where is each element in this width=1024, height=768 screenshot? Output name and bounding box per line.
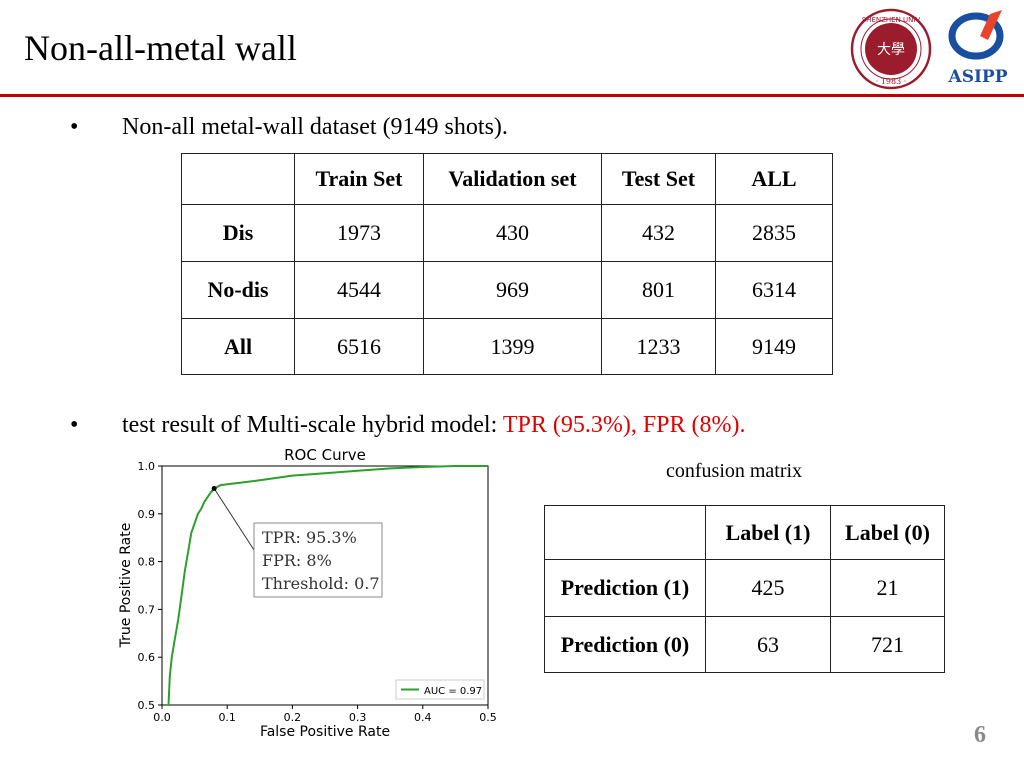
row-label: Dis <box>181 204 295 262</box>
bullet-marker: • <box>70 114 79 140</box>
x-tick-label: 0.5 <box>479 711 497 724</box>
x-tick-label: 0.3 <box>349 711 367 724</box>
x-tick-label: 0.1 <box>218 711 236 724</box>
x-tick-label: 0.2 <box>284 711 302 724</box>
annotation-arrow <box>213 488 255 551</box>
table-cell: 63 <box>705 616 831 673</box>
table-header-cell: Label (1) <box>705 505 831 560</box>
svg-text:大學: 大學 <box>877 42 905 58</box>
page-number: 6 <box>974 722 986 748</box>
table-cell: 430 <box>423 204 602 262</box>
table-cell: 2835 <box>715 204 833 262</box>
legend-box <box>395 679 485 700</box>
roc-chart: ROC Curve 0.0 0.1 0.2 0.3 0.4 0.5 0.5 0.6 0.7 0.8… <box>118 446 497 740</box>
annotation-line: Threshold: 0.7 <box>262 574 380 593</box>
annotation-point <box>211 485 217 491</box>
table-header-cell: Validation set <box>423 153 602 205</box>
table-row: No-dis 4544 969 801 6314 <box>181 261 833 319</box>
table-header-cell: Label (0) <box>830 505 945 560</box>
row-label: All <box>181 318 295 375</box>
table-cell: 9149 <box>715 318 833 375</box>
plot-area <box>161 465 489 706</box>
table-cell: 6516 <box>294 318 424 375</box>
legend-label: AUC = 0.97 <box>424 686 482 697</box>
bullet-text: test result of Multi-scale hybrid model:… <box>122 410 746 440</box>
table-row: Prediction (0) 63 721 <box>544 616 945 673</box>
row-label: No-dis <box>181 261 295 319</box>
y-tick-label: 0.7 <box>138 603 156 616</box>
roc-series-line <box>167 465 488 706</box>
table-header-cell: Train Set <box>294 153 424 205</box>
table-row: Dis 1973 430 432 2835 <box>181 204 833 262</box>
annotation-line: FPR: 8% <box>262 551 332 570</box>
confusion-caption: confusion matrix <box>666 460 803 482</box>
x-tick-label: 0.0 <box>153 711 171 724</box>
bullet-text: Non-all metal-wall dataset (9149 shots). <box>122 114 508 140</box>
table-header-cell: Test Set <box>601 153 716 205</box>
x-tick-label: 0.4 <box>414 711 432 724</box>
bullet-text-main: test result of Multi-scale hybrid model: <box>122 412 503 438</box>
table-cell: 4544 <box>294 261 424 319</box>
row-label: Prediction (1) <box>544 559 706 617</box>
university-seal-logo: SHENZHEN UNIV · 1983 · 大學 <box>850 8 932 90</box>
chart-title: ROC Curve <box>284 446 366 464</box>
svg-text:ASIPP: ASIPP <box>948 67 1008 87</box>
table-cell: 6314 <box>715 261 833 319</box>
table-cell: 1399 <box>423 318 602 375</box>
y-tick-label: 1.0 <box>138 460 156 473</box>
table-cell: 801 <box>601 261 716 319</box>
bullet-marker: • <box>70 412 79 438</box>
table-cell: 432 <box>601 204 716 262</box>
table-header-cell <box>181 153 295 205</box>
page-title: Non-all-metal wall <box>24 28 297 68</box>
x-axis-label: False Positive Rate <box>260 724 390 740</box>
y-tick-label: 0.6 <box>138 651 156 664</box>
asipp-logo: ASIPP <box>946 10 1010 87</box>
table-cell: 721 <box>830 616 945 673</box>
table-row: Prediction (1) 425 21 <box>544 559 945 617</box>
table-cell: 21 <box>830 559 945 617</box>
y-tick-label: 0.5 <box>138 699 156 712</box>
y-tick-label: 0.8 <box>138 556 156 569</box>
table-cell: 1233 <box>601 318 716 375</box>
svg-text:· 1983 ·: · 1983 · <box>876 77 907 86</box>
y-axis-label: True Positive Rate <box>118 523 134 649</box>
table-row: All 6516 1399 1233 9149 <box>181 318 833 375</box>
header-divider <box>0 94 1024 97</box>
bullet-dataset: • Non-all metal-wall dataset (9149 shots… <box>70 112 770 142</box>
table-cell: 425 <box>705 559 831 617</box>
row-label: Prediction (0) <box>544 616 706 673</box>
table-cell: 1973 <box>294 204 424 262</box>
annotation-box <box>253 522 383 598</box>
y-tick-label: 0.9 <box>138 508 156 521</box>
dataset-table: Train Set Validation set Test Set ALL Di… <box>181 153 833 375</box>
confusion-table: Label (1) Label (0) Prediction (1) 425 2… <box>544 505 945 673</box>
bullet-highlight: TPR (95.3%), FPR (8%). <box>502 412 746 438</box>
table-header-cell: ALL <box>715 153 833 205</box>
bullet-result: • test result of Multi-scale hybrid mode… <box>70 410 970 440</box>
svg-text:SHENZHEN UNIV: SHENZHEN UNIV <box>862 16 921 24</box>
table-header-cell <box>544 505 706 560</box>
annotation-line: TPR: 95.3% <box>262 528 357 547</box>
table-cell: 969 <box>423 261 602 319</box>
